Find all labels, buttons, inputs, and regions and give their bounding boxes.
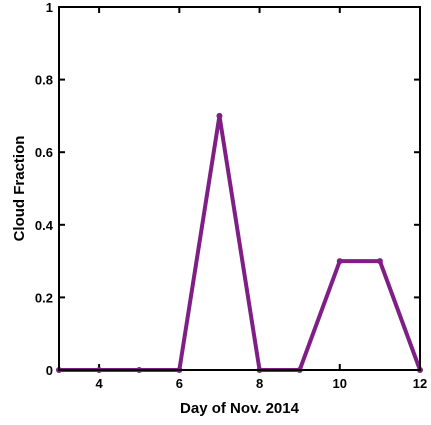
plot-frame — [58, 6, 421, 371]
y-axis-label: Cloud Fraction — [11, 136, 28, 242]
x-tick-label: 8 — [256, 376, 263, 391]
data-point — [216, 112, 223, 119]
plot-area — [59, 7, 420, 370]
y-tick-label: 0 — [46, 363, 53, 378]
y-tick-label: 0.4 — [35, 218, 54, 233]
y-tick-label: 0.8 — [35, 73, 53, 88]
y-tick-label: 1 — [46, 0, 53, 15]
x-axis-label: Day of Nov. 2014 — [180, 400, 300, 417]
y-tick-label: 0.6 — [35, 145, 53, 160]
data-point — [336, 258, 343, 265]
x-tick-label: 6 — [176, 376, 183, 391]
x-tick-label: 4 — [95, 376, 103, 391]
x-tick-label: 12 — [413, 376, 427, 391]
x-tick-label: 10 — [333, 376, 347, 391]
tick-labels: 4 6 8 10 12 0 0.2 0.4 0.6 0.8 1 — [35, 0, 427, 391]
data-point — [376, 258, 383, 265]
y-tick-label: 0.2 — [35, 290, 53, 305]
